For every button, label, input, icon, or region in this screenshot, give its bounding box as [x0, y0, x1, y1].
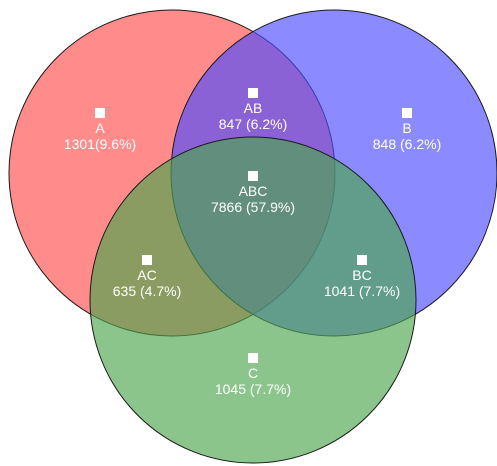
region-value: 7866 (57.9%) — [211, 199, 295, 215]
region-name: BC — [352, 267, 371, 283]
region-marker-icon — [142, 255, 152, 265]
region-value: 1045 (7.7%) — [215, 381, 291, 397]
region-marker-icon — [95, 108, 105, 118]
region-value: 848 (6.2%) — [373, 136, 441, 152]
region-marker-icon — [248, 88, 258, 98]
region-name: AB — [244, 100, 263, 116]
region-marker-icon — [248, 353, 258, 363]
region-name: AC — [137, 267, 156, 283]
region-marker-icon — [248, 171, 258, 181]
region-value: 1301(9.6%) — [64, 136, 136, 152]
region-name: ABC — [239, 183, 268, 199]
region-marker-icon — [402, 108, 412, 118]
region-name: A — [95, 120, 105, 136]
region-value: 1041 (7.7%) — [324, 283, 400, 299]
region-marker-icon — [357, 255, 367, 265]
set-c-circle — [89, 136, 417, 464]
region-name: C — [248, 365, 258, 381]
region-value: 635 (4.7%) — [113, 283, 181, 299]
region-value: 847 (6.2%) — [219, 116, 287, 132]
region-name: B — [402, 120, 411, 136]
